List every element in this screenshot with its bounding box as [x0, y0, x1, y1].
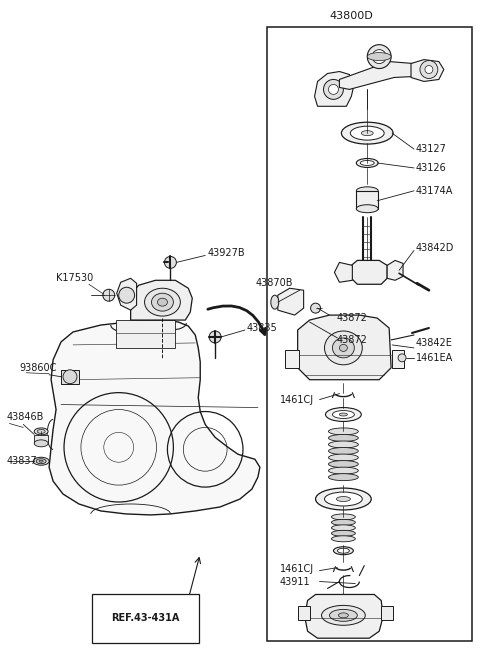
- Polygon shape: [351, 260, 387, 284]
- Circle shape: [63, 369, 77, 383]
- Text: REF.43-431A: REF.43-431A: [111, 613, 180, 623]
- Ellipse shape: [325, 408, 361, 422]
- Ellipse shape: [356, 205, 378, 213]
- Text: 43842D: 43842D: [416, 243, 455, 253]
- Bar: [116, 320, 175, 348]
- Polygon shape: [49, 320, 260, 515]
- Ellipse shape: [328, 434, 358, 442]
- Ellipse shape: [332, 530, 355, 536]
- Ellipse shape: [341, 122, 393, 144]
- Ellipse shape: [328, 428, 358, 435]
- Circle shape: [367, 45, 391, 69]
- Text: 1461EA: 1461EA: [416, 353, 453, 363]
- Text: K17530: K17530: [56, 273, 93, 284]
- Bar: [392, 350, 404, 368]
- Circle shape: [103, 290, 115, 301]
- Text: 43870B: 43870B: [256, 278, 294, 288]
- Polygon shape: [305, 594, 383, 639]
- Ellipse shape: [333, 338, 354, 358]
- Circle shape: [165, 256, 176, 268]
- Ellipse shape: [334, 547, 353, 555]
- Circle shape: [420, 61, 438, 79]
- Text: 1461CJ: 1461CJ: [280, 564, 314, 574]
- Ellipse shape: [361, 131, 373, 136]
- Ellipse shape: [324, 492, 362, 506]
- Polygon shape: [387, 260, 403, 280]
- Ellipse shape: [328, 461, 358, 467]
- Ellipse shape: [336, 496, 350, 502]
- Ellipse shape: [324, 331, 362, 365]
- Ellipse shape: [328, 447, 358, 455]
- Circle shape: [324, 79, 343, 99]
- Circle shape: [119, 288, 134, 303]
- Ellipse shape: [360, 161, 374, 165]
- Text: 43835: 43835: [247, 323, 278, 333]
- Ellipse shape: [34, 428, 48, 435]
- Ellipse shape: [36, 459, 46, 464]
- Ellipse shape: [356, 187, 378, 195]
- Ellipse shape: [328, 441, 358, 448]
- Bar: [267, 26, 472, 641]
- Ellipse shape: [157, 298, 168, 306]
- Circle shape: [311, 303, 321, 313]
- Ellipse shape: [367, 53, 391, 61]
- Text: 43842E: 43842E: [416, 338, 453, 348]
- Ellipse shape: [339, 344, 348, 352]
- Bar: [381, 606, 393, 620]
- Text: 43126: 43126: [416, 163, 447, 173]
- Circle shape: [328, 85, 338, 95]
- Circle shape: [398, 354, 406, 362]
- Bar: [356, 191, 378, 209]
- Text: 1461CJ: 1461CJ: [280, 395, 314, 405]
- Bar: [34, 436, 48, 444]
- Polygon shape: [117, 278, 137, 310]
- Ellipse shape: [339, 413, 348, 416]
- Ellipse shape: [271, 295, 279, 309]
- Ellipse shape: [333, 410, 354, 418]
- Ellipse shape: [39, 460, 43, 462]
- Polygon shape: [278, 288, 304, 315]
- Ellipse shape: [329, 609, 357, 621]
- Circle shape: [209, 331, 221, 343]
- Bar: [285, 350, 299, 368]
- Text: 43800D: 43800D: [329, 11, 373, 21]
- Polygon shape: [314, 71, 354, 106]
- Ellipse shape: [356, 159, 378, 167]
- Text: 43837: 43837: [6, 456, 37, 466]
- Text: 43872: 43872: [336, 335, 367, 345]
- Ellipse shape: [328, 467, 358, 474]
- Ellipse shape: [315, 488, 371, 510]
- Ellipse shape: [33, 457, 49, 465]
- Bar: [61, 369, 79, 383]
- Text: 43911: 43911: [280, 576, 311, 586]
- Polygon shape: [335, 262, 352, 282]
- Ellipse shape: [322, 605, 365, 625]
- Text: 43174A: 43174A: [416, 186, 453, 196]
- Ellipse shape: [328, 474, 358, 481]
- Ellipse shape: [152, 293, 173, 311]
- Text: 43127: 43127: [416, 144, 447, 154]
- Ellipse shape: [332, 536, 355, 542]
- Text: 43846B: 43846B: [6, 412, 44, 422]
- Polygon shape: [131, 280, 192, 320]
- Ellipse shape: [328, 454, 358, 461]
- Ellipse shape: [332, 525, 355, 531]
- Ellipse shape: [34, 440, 48, 447]
- Ellipse shape: [332, 514, 355, 520]
- Ellipse shape: [332, 520, 355, 525]
- Ellipse shape: [350, 126, 384, 140]
- Ellipse shape: [337, 548, 349, 553]
- Polygon shape: [298, 315, 391, 379]
- Ellipse shape: [37, 430, 45, 434]
- Circle shape: [425, 65, 433, 73]
- Circle shape: [372, 50, 386, 63]
- Ellipse shape: [144, 288, 180, 316]
- Text: 93860C: 93860C: [19, 363, 57, 373]
- Polygon shape: [411, 59, 444, 81]
- Bar: [298, 606, 310, 620]
- Ellipse shape: [338, 613, 348, 618]
- Text: 43872: 43872: [336, 313, 367, 323]
- Polygon shape: [339, 61, 419, 89]
- Text: 43927B: 43927B: [207, 249, 245, 258]
